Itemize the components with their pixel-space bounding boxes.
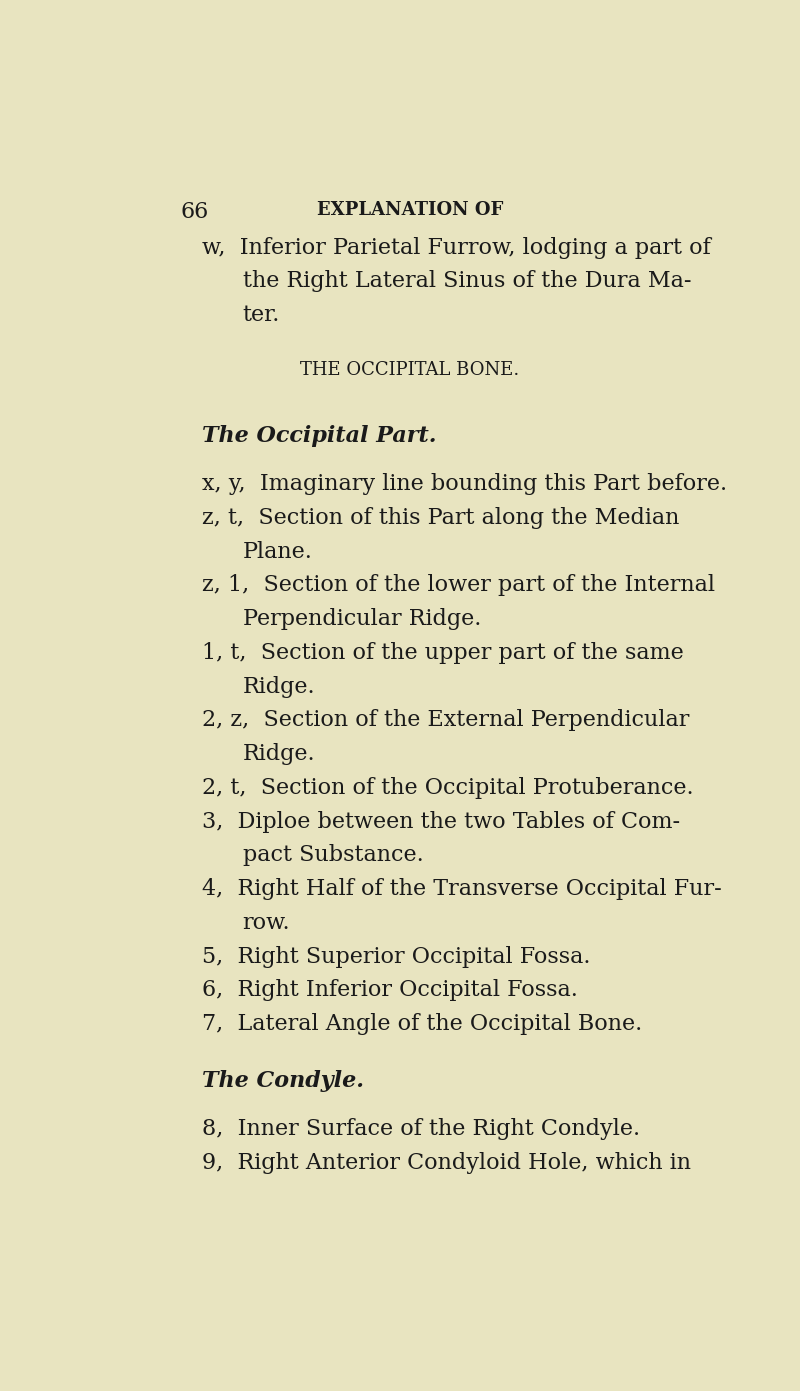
Text: x, y,  Imaginary line bounding this Part before.: x, y, Imaginary line bounding this Part … (202, 473, 727, 495)
Text: 2, z,  Section of the External Perpendicular: 2, z, Section of the External Perpendicu… (202, 709, 690, 732)
Text: THE OCCIPITAL BONE.: THE OCCIPITAL BONE. (300, 362, 520, 380)
Text: 5,  Right Superior Occipital Fossa.: 5, Right Superior Occipital Fossa. (202, 946, 590, 968)
Text: Perpendicular Ridge.: Perpendicular Ridge. (242, 608, 481, 630)
Text: 2, t,  Section of the Occipital Protuberance.: 2, t, Section of the Occipital Protubera… (202, 776, 694, 798)
Text: 6,  Right Inferior Occipital Fossa.: 6, Right Inferior Occipital Fossa. (202, 979, 578, 1002)
Text: row.: row. (242, 911, 290, 933)
Text: The Condyle.: The Condyle. (202, 1070, 364, 1092)
Text: 9,  Right Anterior Condyloid Hole, which in: 9, Right Anterior Condyloid Hole, which … (202, 1152, 691, 1174)
Text: ter.: ter. (242, 305, 280, 325)
Text: Ridge.: Ridge. (242, 743, 315, 765)
Text: Plane.: Plane. (242, 541, 313, 563)
Text: 8,  Inner Surface of the Right Condyle.: 8, Inner Surface of the Right Condyle. (202, 1118, 641, 1141)
Text: 3,  Diploe between the two Tables of Com-: 3, Diploe between the two Tables of Com- (202, 811, 681, 833)
Text: pact Substance.: pact Substance. (242, 844, 423, 867)
Text: 4,  Right Half of the Transverse Occipital Fur-: 4, Right Half of the Transverse Occipita… (202, 878, 722, 900)
Text: Ridge.: Ridge. (242, 676, 315, 698)
Text: w,  Inferior Parietal Furrow, lodging a part of: w, Inferior Parietal Furrow, lodging a p… (202, 236, 711, 259)
Text: 7,  Lateral Angle of the Occipital Bone.: 7, Lateral Angle of the Occipital Bone. (202, 1013, 642, 1035)
Text: the Right Lateral Sinus of the Dura Ma-: the Right Lateral Sinus of the Dura Ma- (242, 270, 691, 292)
Text: z, t,  Section of this Part along the Median: z, t, Section of this Part along the Med… (202, 506, 680, 529)
Text: 1, t,  Section of the upper part of the same: 1, t, Section of the upper part of the s… (202, 641, 684, 664)
Text: z, 1,  Section of the lower part of the Internal: z, 1, Section of the lower part of the I… (202, 574, 715, 597)
Text: The Occipital Part.: The Occipital Part. (202, 426, 437, 448)
Text: EXPLANATION OF: EXPLANATION OF (317, 202, 503, 220)
Text: 66: 66 (181, 202, 209, 223)
